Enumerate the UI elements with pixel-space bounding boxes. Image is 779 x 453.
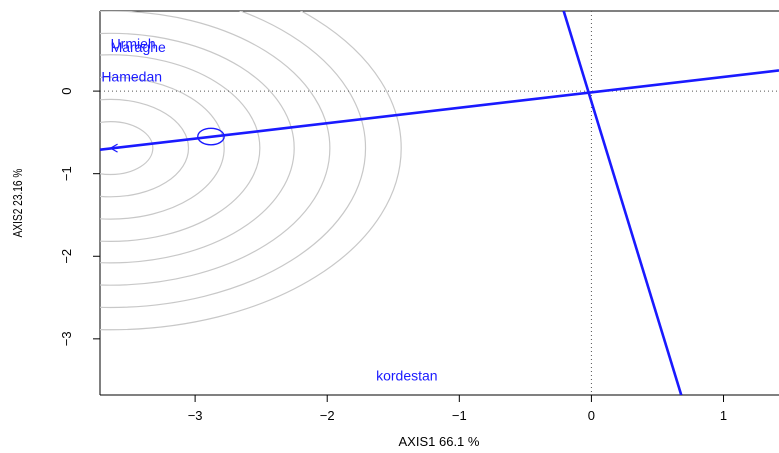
y-axis-title: AXIS2 23.16 % (11, 169, 25, 238)
contour-ring (100, 76, 225, 220)
projection-axes (100, 11, 779, 395)
contour-ring (100, 98, 190, 198)
x-tick-label: −3 (188, 408, 203, 423)
x-tick-label: 0 (588, 408, 595, 423)
x-tick-label: 1 (720, 408, 727, 423)
x-axis-ticks: −3 −2 −1 0 1 (188, 395, 727, 423)
contour-ring (100, 11, 367, 309)
point-label: Hamedan (101, 69, 162, 85)
contour-ring (100, 11, 402, 331)
marker-circle (197, 127, 225, 146)
point-label: kordestan (376, 368, 437, 384)
projection-axis-line (562, 11, 683, 395)
y-tick-label: −1 (59, 166, 74, 181)
marker-layer (109, 127, 225, 153)
x-tick-label: −2 (320, 408, 335, 423)
contour-ring (100, 11, 331, 286)
y-axis-ticks: −3 −2 −1 0 (59, 87, 100, 346)
contour-ring (100, 32, 295, 264)
y-tick-label: −3 (59, 331, 74, 346)
point-label: Maraghe (111, 39, 166, 55)
reference-lines (100, 11, 779, 395)
arrow-head (109, 143, 118, 153)
y-tick-label: 0 (59, 87, 74, 94)
contour-ring (100, 121, 154, 176)
y-tick-label: −2 (59, 249, 74, 264)
plot-frame (99, 10, 779, 396)
contour-rings (100, 11, 402, 331)
x-tick-label: −1 (452, 408, 467, 423)
projection-axis-line (100, 69, 779, 152)
x-axis-title: AXIS1 66.1 % (399, 434, 480, 449)
contour-ring (100, 54, 261, 242)
point-label: Urmieh (111, 36, 156, 52)
